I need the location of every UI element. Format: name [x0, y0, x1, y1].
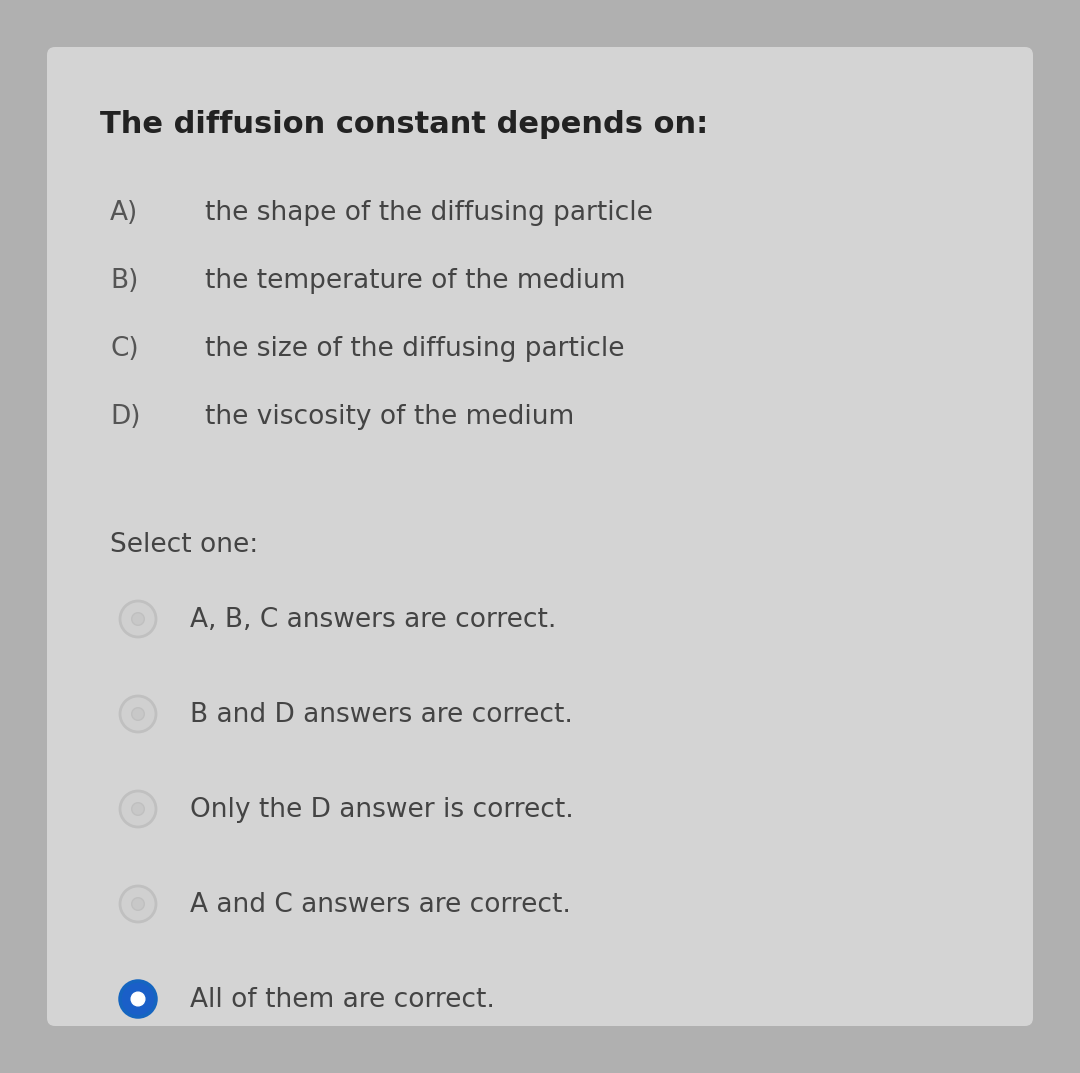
Text: A and C answers are correct.: A and C answers are correct. [190, 892, 571, 918]
Circle shape [132, 613, 145, 626]
Circle shape [131, 993, 145, 1005]
Circle shape [132, 708, 145, 720]
Text: the shape of the diffusing particle: the shape of the diffusing particle [205, 200, 653, 226]
Text: Select one:: Select one: [110, 532, 258, 558]
FancyBboxPatch shape [48, 47, 1032, 1026]
Text: All of them are correct.: All of them are correct. [190, 987, 495, 1013]
Text: the size of the diffusing particle: the size of the diffusing particle [205, 336, 624, 362]
Text: C): C) [110, 336, 138, 362]
Circle shape [120, 696, 156, 732]
Circle shape [120, 791, 156, 827]
Text: Only the D answer is correct.: Only the D answer is correct. [190, 797, 573, 823]
Text: D): D) [110, 405, 140, 430]
Circle shape [120, 601, 156, 637]
Circle shape [120, 886, 156, 922]
Text: A): A) [110, 200, 138, 226]
Text: B): B) [110, 268, 138, 294]
Text: the viscosity of the medium: the viscosity of the medium [205, 405, 575, 430]
Circle shape [132, 803, 145, 815]
Text: B and D answers are correct.: B and D answers are correct. [190, 702, 572, 727]
Text: The diffusion constant depends on:: The diffusion constant depends on: [100, 111, 708, 139]
Circle shape [120, 981, 156, 1017]
Text: the temperature of the medium: the temperature of the medium [205, 268, 625, 294]
Circle shape [132, 898, 145, 910]
Text: A, B, C answers are correct.: A, B, C answers are correct. [190, 607, 556, 633]
